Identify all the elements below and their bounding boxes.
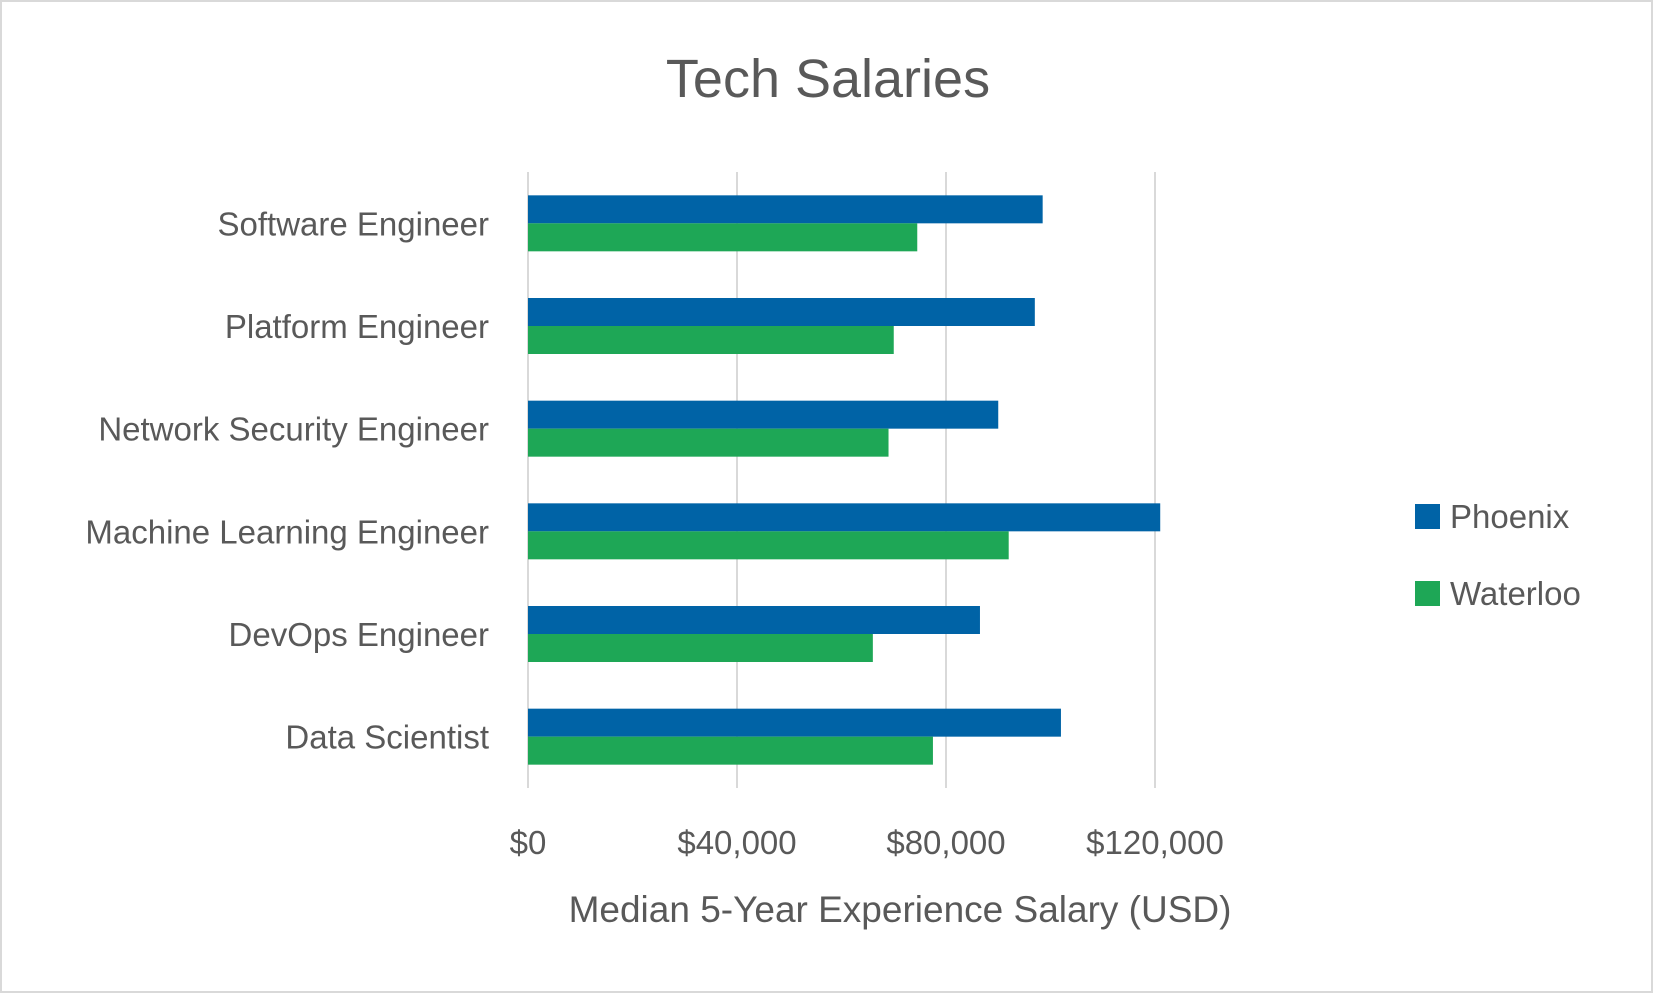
bar-waterloo-5 [528,223,918,252]
x-tick-label: $40,000 [677,824,796,861]
chart-title: Tech Salaries [666,49,990,109]
bar-phoenix-0 [528,708,1061,737]
legend-swatch-waterloo [1415,581,1440,606]
category-label: Machine Learning Engineer [85,513,489,550]
category-label: DevOps Engineer [229,616,489,653]
x-tick-label: $80,000 [886,824,1005,861]
bar-phoenix-3 [528,400,999,429]
bar-phoenix-2 [528,503,1161,532]
bars [528,195,1161,765]
bar-waterloo-3 [528,428,889,457]
legend-label-phoenix: Phoenix [1450,498,1570,535]
bar-phoenix-1 [528,606,980,634]
bar-waterloo-1 [528,634,873,662]
category-label: Data Scientist [285,719,489,756]
bar-waterloo-2 [528,531,1009,560]
labels: $0 $40,000 $80,000 $120,000 Data Scientist De… [85,205,1223,861]
category-label: Network Security Engineer [98,411,489,448]
x-axis-title: Median 5-Year Experience Salary (USD) [569,889,1232,930]
gridlines [527,172,1156,788]
x-tick-label: $120,000 [1086,824,1224,861]
bar-phoenix-5 [528,195,1043,224]
x-tick-label: $0 [510,824,547,861]
category-label: Platform Engineer [225,308,489,345]
bar-waterloo-0 [528,736,933,765]
legend-label-waterloo: Waterloo [1450,575,1581,612]
category-label: Software Engineer [218,205,490,242]
legend: Phoenix Waterloo [1415,498,1581,612]
bar-waterloo-4 [528,326,894,354]
legend-swatch-phoenix [1415,504,1440,529]
bar-phoenix-4 [528,298,1035,326]
